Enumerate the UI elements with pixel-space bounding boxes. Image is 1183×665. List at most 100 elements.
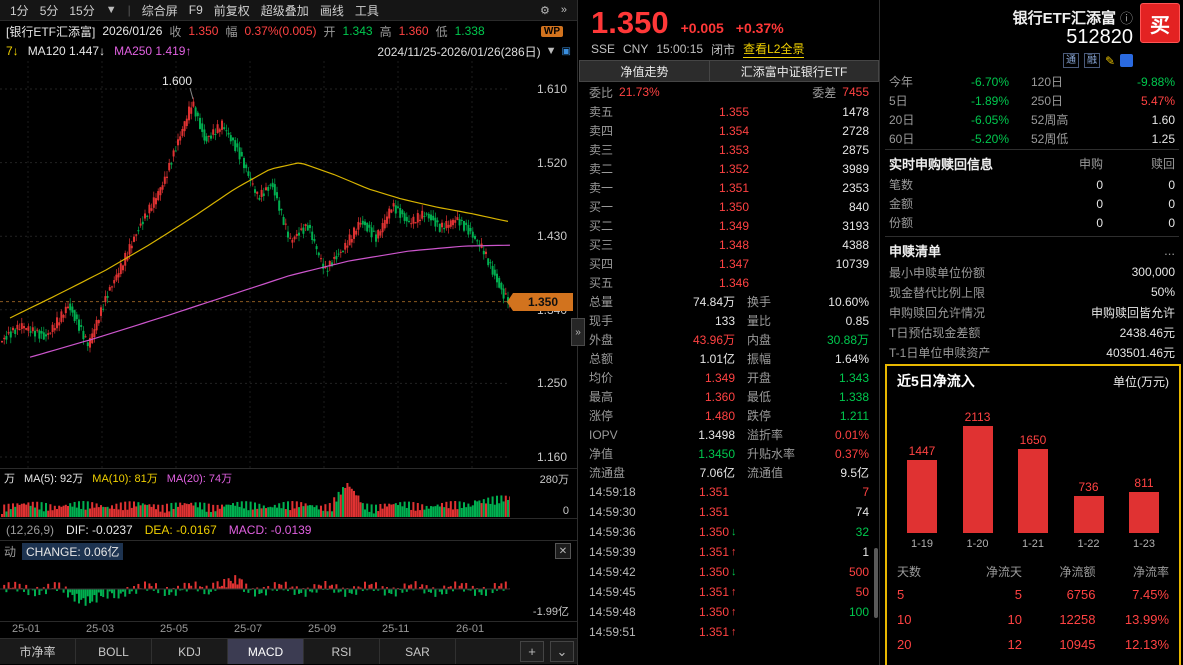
stat-value: 1.338 bbox=[838, 389, 869, 404]
indicator-tab-3[interactable]: MACD bbox=[228, 639, 304, 664]
toolbar-item-0[interactable]: 综合屏 bbox=[141, 3, 178, 18]
book-price: 1.354 bbox=[718, 123, 749, 138]
settings-gear-icon[interactable]: ⚙ bbox=[540, 4, 550, 17]
edit-pencil-icon[interactable]: ✎ bbox=[1104, 53, 1115, 68]
bid-row[interactable]: 买五 1.346 bbox=[579, 273, 879, 292]
tick-time: 14:59:42 bbox=[589, 565, 636, 579]
book-level-label: 买四 bbox=[589, 257, 614, 271]
fund-info-table: 最小申赎单位份额 300,000 现金替代比例上限 50% 申购赎回允许情况 申购赎回皆允… bbox=[889, 262, 1175, 362]
bid-row[interactable]: 买二 1.349 3193 bbox=[579, 216, 879, 235]
stat-label: 涨停 bbox=[589, 409, 614, 423]
fund-badges: 通融 ✎ bbox=[1062, 53, 1133, 68]
realtime-label: 金额 bbox=[889, 197, 914, 211]
indicator-tab-4[interactable]: RSI bbox=[304, 639, 380, 664]
ask-row[interactable]: 卖一 1.351 2353 bbox=[579, 178, 879, 197]
period-button-0[interactable]: 1分 bbox=[10, 3, 29, 18]
toolbar-item-1[interactable]: F9 bbox=[188, 3, 203, 17]
stat-value: 30.88万 bbox=[826, 333, 869, 347]
x-axis-label: 25-11 bbox=[382, 623, 410, 635]
book-level-label: 卖五 bbox=[589, 105, 614, 119]
period-button-2[interactable]: 15分 bbox=[69, 3, 95, 18]
level2-blue-icon[interactable] bbox=[1120, 54, 1133, 67]
book-quantity: 2353 bbox=[842, 180, 869, 195]
period-button-1[interactable]: 5分 bbox=[39, 3, 59, 18]
flow-bar bbox=[962, 426, 993, 533]
realtime-row: 金额 0 0 bbox=[889, 194, 1175, 213]
indicator-tab-1[interactable]: BOLL bbox=[76, 639, 152, 664]
fund-info-value: 申购赎回皆允许 bbox=[1090, 305, 1175, 320]
trade-tick-list[interactable]: 14:59:18 1.351 7 14:59:30 1.351 74 14:59:36 1.3… bbox=[579, 482, 879, 642]
stat-value: 1.3450 bbox=[698, 446, 735, 461]
volume-ma20: MA(20): 74万 bbox=[166, 473, 233, 485]
flow-table-row: 20 12 10945 12.13% bbox=[897, 632, 1169, 657]
stat-value: 74.84万 bbox=[692, 295, 735, 309]
ask-row[interactable]: 卖三 1.353 2875 bbox=[579, 140, 879, 159]
close-label: 收 bbox=[169, 24, 182, 39]
toolbar-item-3[interactable]: 超级叠加 bbox=[260, 3, 309, 18]
macd-params: (12,26,9) bbox=[6, 522, 55, 537]
flow-column-header: 天数 bbox=[897, 565, 922, 579]
toolbar-item-4[interactable]: 画线 bbox=[319, 3, 344, 18]
stat-label: 量比 bbox=[747, 314, 772, 328]
fund-name: 银行ETF汇添富 bbox=[1012, 10, 1116, 27]
bid-row[interactable]: 买三 1.348 4388 bbox=[579, 235, 879, 254]
open-value: 1.343 bbox=[342, 24, 373, 38]
flow-cell: 10 bbox=[1007, 612, 1022, 627]
perf-value: -1.89% bbox=[970, 93, 1009, 108]
book-price: 1.348 bbox=[718, 237, 749, 252]
redeem-column-header: 赎回 bbox=[1150, 156, 1175, 171]
range-dropdown-icon[interactable]: ▼ bbox=[545, 45, 557, 57]
ma120-value: MA120 1.447↓ bbox=[27, 44, 106, 58]
tick-price: 1.350 bbox=[698, 605, 729, 619]
date-range: 2024/11/25-2026/01/26(286日) bbox=[377, 44, 541, 59]
indicator-tab-5[interactable]: SAR bbox=[380, 639, 456, 664]
candlestick-chart[interactable] bbox=[0, 61, 510, 469]
buy-button[interactable]: 买 bbox=[1140, 3, 1180, 43]
ask-row[interactable]: 卖五 1.355 1478 bbox=[579, 102, 879, 121]
quote-tab-0[interactable]: 净值走势 bbox=[579, 60, 711, 82]
view-l2-link[interactable]: 查看L2全景 bbox=[743, 42, 805, 58]
flow-bar-value: 2113 bbox=[964, 410, 991, 424]
flow-bar-date: 1-19 bbox=[910, 538, 934, 550]
stat-row: 总额 1.01亿 振幅 1.64% bbox=[579, 349, 879, 368]
perf-label: 20日 bbox=[889, 113, 915, 127]
stat-row: 总量 74.84万 换手 10.60% bbox=[579, 292, 879, 311]
perf-label: 今年 bbox=[889, 75, 914, 89]
toolbar-item-2[interactable]: 前复权 bbox=[213, 3, 250, 18]
perf-label: 60日 bbox=[889, 132, 915, 146]
toolbar-item-5[interactable]: 工具 bbox=[354, 3, 379, 18]
fund-info-value: 50% bbox=[1150, 285, 1175, 299]
trade-tick-row: 14:59:39 1.351 ↑ 1 bbox=[579, 542, 879, 562]
collapse-panel-handle[interactable]: » bbox=[571, 318, 585, 346]
info-icon[interactable]: ⓘ bbox=[1119, 11, 1133, 26]
volume-pane: 万 MA(5): 92万 MA(10): 81万 MA(20): 74万 280… bbox=[0, 469, 577, 519]
toolbar-more-icon[interactable]: » bbox=[560, 4, 567, 16]
weicha-value: 7455 bbox=[842, 85, 869, 99]
flow-cell: 10 bbox=[897, 612, 912, 627]
ask-row[interactable]: 卖四 1.354 2728 bbox=[579, 121, 879, 140]
book-level-label: 买二 bbox=[589, 219, 614, 233]
stat-label: 溢折率 bbox=[747, 428, 784, 442]
perf-value: -9.88% bbox=[1136, 74, 1175, 89]
scrollbar-thumb[interactable] bbox=[874, 548, 878, 618]
quote-tab-1[interactable]: 汇添富中证银行ETF bbox=[710, 60, 879, 82]
stat-row: 现手 133 量比 0.85 bbox=[579, 311, 879, 330]
close-indicator-icon[interactable]: ✕ bbox=[555, 543, 571, 559]
quote-panel: 1.350 +0.005 +0.37% SSE CNY 15:00:15 闭市 … bbox=[579, 0, 880, 665]
up-arrow-icon: ↑ bbox=[731, 586, 737, 598]
add-indicator-button[interactable]: + bbox=[520, 641, 544, 662]
flow-cell: 6756 bbox=[1066, 587, 1096, 602]
collapse-pane-button[interactable]: ⌄ bbox=[550, 641, 574, 662]
fund-info-value: 403501.46元 bbox=[1106, 345, 1175, 360]
wp-badge-icon[interactable]: WP bbox=[540, 25, 563, 37]
bid-row[interactable]: 买四 1.347 10739 bbox=[579, 254, 879, 273]
indicator-tab-2[interactable]: KDJ bbox=[152, 639, 228, 664]
more-options-icon[interactable]: ... bbox=[1164, 242, 1175, 258]
indicator-tab-0[interactable]: 市净率 bbox=[0, 639, 76, 664]
bid-row[interactable]: 买一 1.350 840 bbox=[579, 197, 879, 216]
period-dropdown-icon[interactable]: ▼ bbox=[105, 4, 117, 16]
fund-info-row: 申购赎回允许情况 申购赎回皆允许 bbox=[889, 302, 1175, 322]
amplitude-value: 0.37%(0.005) bbox=[244, 24, 317, 38]
range-filter-icon[interactable]: ▣ bbox=[561, 45, 571, 57]
ask-row[interactable]: 卖二 1.352 3989 bbox=[579, 159, 879, 178]
